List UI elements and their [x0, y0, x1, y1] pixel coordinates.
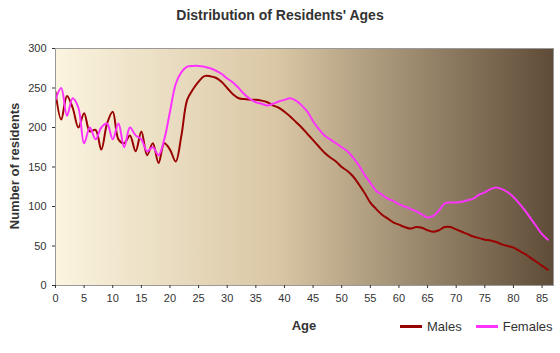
svg-text:0: 0 [52, 292, 58, 304]
html-text:Females: Females [502, 319, 553, 334]
svg-text:40: 40 [278, 292, 290, 304]
svg-text:85: 85 [536, 292, 548, 304]
svg-text:50: 50 [336, 292, 348, 304]
svg-text:75: 75 [479, 292, 491, 304]
svg-text:200: 200 [28, 121, 46, 133]
svg-text:250: 250 [28, 82, 46, 94]
svg-text:30: 30 [221, 292, 233, 304]
svg-text:35: 35 [250, 292, 262, 304]
svg-text:10: 10 [107, 292, 119, 304]
svg-text:25: 25 [192, 292, 204, 304]
svg-text:0: 0 [40, 279, 46, 291]
svg-text:300: 300 [28, 42, 46, 54]
svg-text:65: 65 [421, 292, 433, 304]
svg-text:50: 50 [34, 240, 46, 252]
svg-text:55: 55 [364, 292, 376, 304]
svg-text:80: 80 [507, 292, 519, 304]
html-text:Males: Males [427, 319, 462, 334]
html-text:Distribution of Residents' Age: Distribution of Residents' Ages [176, 7, 384, 23]
html-text:Age: Age [291, 318, 317, 333]
svg-text:150: 150 [28, 161, 46, 173]
svg-text:20: 20 [164, 292, 176, 304]
svg-text:5: 5 [81, 292, 87, 304]
svg-text:70: 70 [450, 292, 462, 304]
html-text:Number of residents: Number of residents [6, 102, 22, 230]
svg-text:100: 100 [28, 200, 46, 212]
svg-text:15: 15 [135, 292, 147, 304]
svg-text:60: 60 [393, 292, 405, 304]
svg-text:45: 45 [307, 292, 319, 304]
